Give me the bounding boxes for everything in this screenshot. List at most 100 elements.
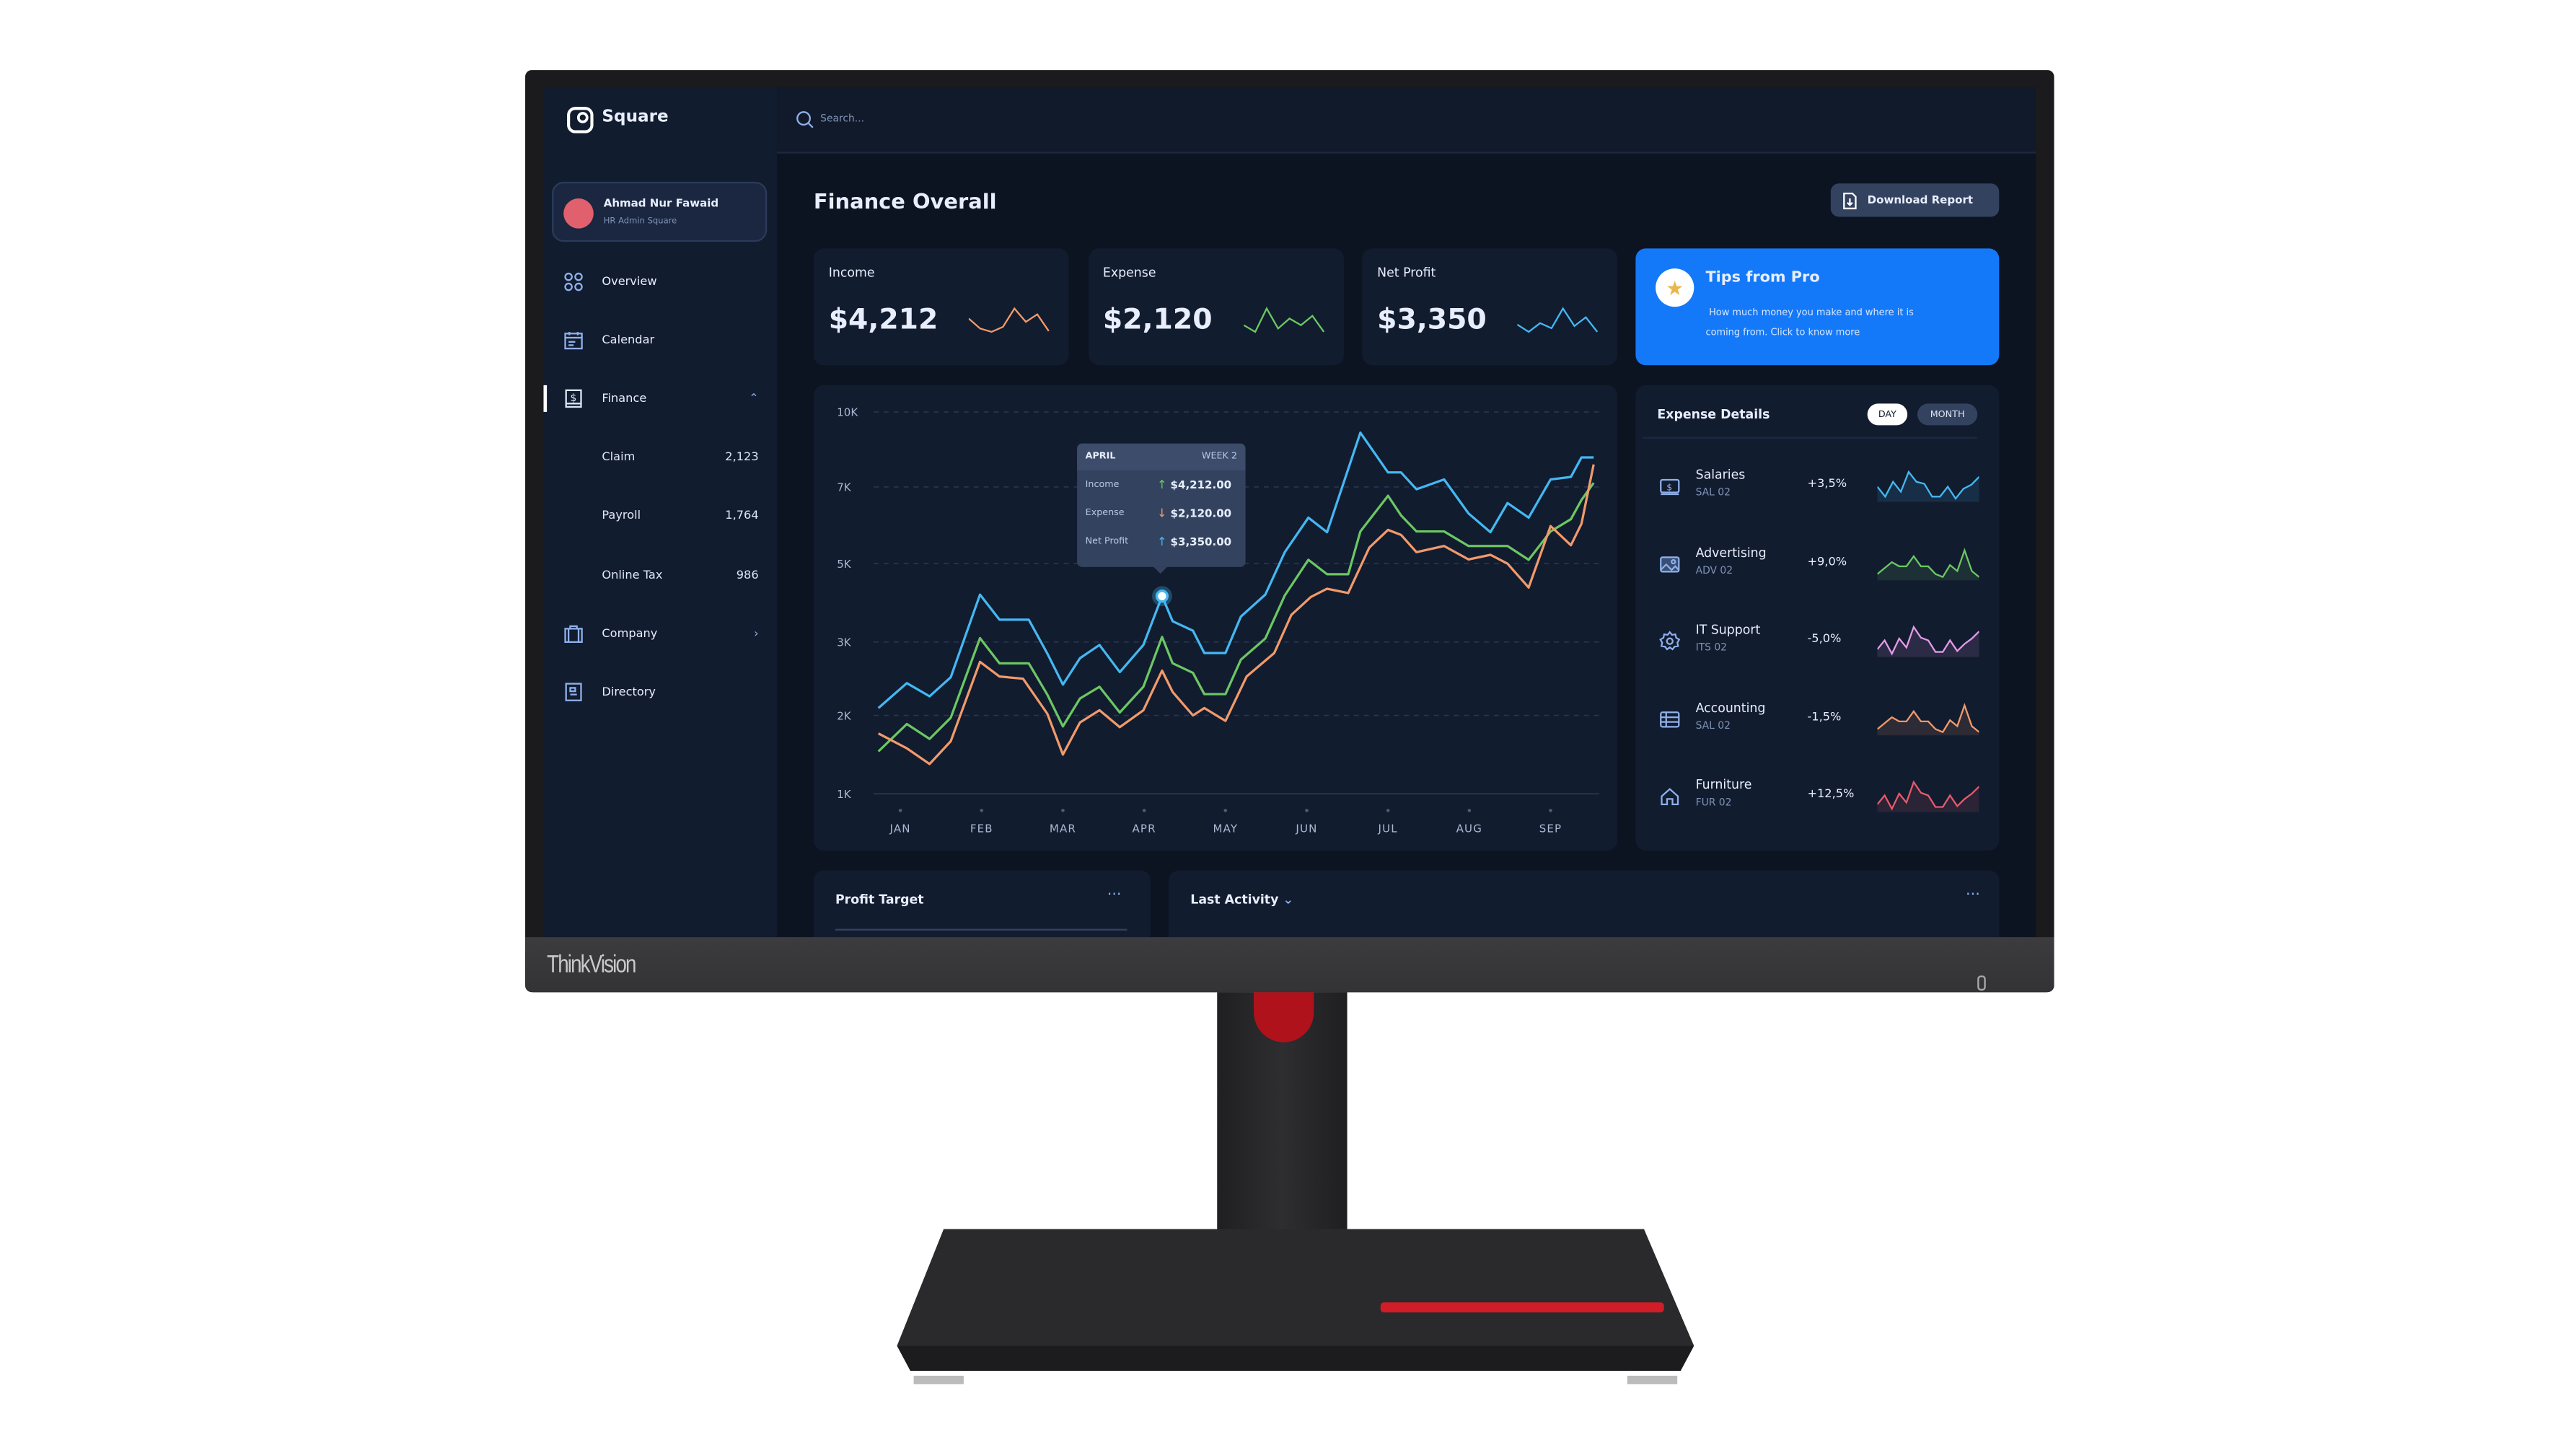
gear-icon xyxy=(1659,631,1681,651)
tooltip-row-value: $3,350.00 xyxy=(1170,534,1232,548)
last-activity-dropdown[interactable]: Last Activity ⌄ xyxy=(1190,892,1293,908)
chevron-down-icon: ⌄ xyxy=(1283,892,1294,908)
sidebar-item-company[interactable]: Company › xyxy=(563,622,759,645)
tips-text-line: How much money you make and where it is xyxy=(1709,308,1914,319)
x-tick-label: APR xyxy=(1133,822,1156,835)
expense-code: ITS 02 xyxy=(1695,641,1728,654)
expense-change: +9,0% xyxy=(1807,554,1847,568)
sidebar-item-calendar[interactable]: Calendar xyxy=(563,328,654,351)
sidebar-item-finance[interactable]: $ Finance ⌃ xyxy=(563,387,759,410)
x-tick-label: FEB xyxy=(970,822,993,835)
expense-sparkline xyxy=(1877,625,1979,657)
expense-name: IT Support xyxy=(1695,622,1761,637)
expense-item-furniture[interactable]: Furniture FUR 02 +12,5% xyxy=(1635,769,1999,826)
expense-item-accounting[interactable]: Accounting SAL 02 -1,5% xyxy=(1635,691,1999,748)
sparkline-line-area xyxy=(1877,704,1979,735)
highlight-point[interactable] xyxy=(1155,589,1169,603)
sidebar-item-label: Company xyxy=(602,627,658,641)
stat-label: Income xyxy=(828,265,875,281)
sidebar-subitem-claim[interactable]: Claim 2,123 xyxy=(602,450,758,463)
x-tick-label: MAY xyxy=(1213,822,1238,835)
x-tick-dot xyxy=(1549,808,1552,812)
sparkline-line xyxy=(1517,307,1599,333)
sparkline-line-area xyxy=(1877,472,1979,502)
x-tick-dot xyxy=(1467,808,1472,812)
power-button[interactable] xyxy=(1977,975,1986,991)
tips-text: How much money you make and where it is c… xyxy=(1705,304,1913,343)
expense-change: -5,0% xyxy=(1807,631,1842,646)
stat-sparkline xyxy=(968,307,1050,333)
sidebar-item-label: Directory xyxy=(602,685,656,699)
app-name: Square xyxy=(602,108,669,127)
x-tick-label: AUG xyxy=(1456,822,1482,835)
sidebar: Square Ahmad Nur Fawaid HR Admin Square … xyxy=(543,87,778,937)
sidebar-item-overview[interactable]: Overview xyxy=(563,270,657,293)
expense-item-it-support[interactable]: IT Support ITS 02 -5,0% xyxy=(1635,614,1999,671)
svg-text:$: $ xyxy=(570,392,576,404)
sparkline-line xyxy=(1877,547,1979,577)
tooltip-row-value: $4,212.00 xyxy=(1170,478,1232,491)
divider xyxy=(1642,437,1978,439)
expense-item-advertising[interactable]: Advertising ADV 02 +9,0% xyxy=(1635,536,1999,593)
grid-icon xyxy=(564,272,583,291)
tips-card[interactable]: ★ Tips from Pro How much money you make … xyxy=(1635,248,2000,366)
toggle-month[interactable]: MONTH xyxy=(1917,403,1978,426)
search-input[interactable] xyxy=(820,108,1321,131)
sidebar-subitem-payroll[interactable]: Payroll 1,764 xyxy=(602,509,758,522)
expense-change: +12,5% xyxy=(1807,786,1855,801)
stat-card-net-profit[interactable]: Net Profit $3,350 xyxy=(1362,248,1617,366)
sparkline-line xyxy=(1877,470,1979,501)
expense-sparkline xyxy=(1877,547,1979,580)
arrow-up-icon: ↑ xyxy=(1157,478,1167,491)
expense-item-salaries[interactable]: $ Salaries SAL 02 +3,5% xyxy=(1635,459,1999,516)
last-activity-title: Last Activity xyxy=(1190,892,1279,908)
more-options-icon[interactable]: ··· xyxy=(1966,887,1980,904)
x-tick-dot xyxy=(1061,808,1065,812)
monitor-stand-base xyxy=(897,1229,1694,1385)
subitem-label: Claim xyxy=(602,450,636,464)
arrow-up-icon: ↑ xyxy=(1157,534,1167,548)
more-options-icon[interactable]: ··· xyxy=(1107,887,1122,904)
expense-sparkline xyxy=(1877,780,1979,812)
x-tick-dot xyxy=(1223,808,1228,812)
subitem-count: 1,764 xyxy=(725,508,759,522)
series-line-net-profit[interactable] xyxy=(877,431,1594,709)
tooltip-row-label: Expense xyxy=(1085,507,1125,518)
calendar-icon xyxy=(564,331,583,350)
x-tick-label: SEP xyxy=(1539,822,1562,835)
chevron-right-icon[interactable]: › xyxy=(754,627,759,641)
stat-card-expense[interactable]: Expense $2,120 xyxy=(1088,248,1343,366)
download-report-button[interactable]: Download Report xyxy=(1830,183,2000,217)
sidebar-item-directory[interactable]: Directory xyxy=(563,680,656,703)
stat-value: $4,212 xyxy=(828,303,938,337)
sidebar-subitem-online-tax[interactable]: Online Tax 986 xyxy=(602,569,758,582)
sidebar-item-label: Finance xyxy=(602,392,647,405)
profit-target-title: Profit Target xyxy=(835,892,924,908)
expense-sparkline xyxy=(1877,470,1979,502)
tooltip-row-value: $2,120.00 xyxy=(1170,506,1232,519)
profile-card[interactable]: Ahmad Nur Fawaid HR Admin Square xyxy=(552,181,768,242)
toggle-day[interactable]: DAY xyxy=(1867,403,1908,426)
series-line-expense[interactable] xyxy=(877,464,1595,766)
x-tick-dot xyxy=(1386,808,1390,812)
sparkline-line-area xyxy=(1877,549,1979,580)
sparkline-line xyxy=(1243,307,1324,333)
stat-card-income[interactable]: Income $4,212 xyxy=(813,248,1069,366)
x-tick-dot xyxy=(1142,808,1146,812)
y-tick-label: 5K xyxy=(837,558,852,571)
download-report-label: Download Report xyxy=(1867,193,1974,207)
profit-target-card: Profit Target ··· xyxy=(813,870,1151,937)
chart-tooltip: APRIL WEEK 2 Income ↑ $4,212.00 Expense ↓ $2,1… xyxy=(1077,443,1246,574)
subitem-count: 986 xyxy=(736,569,759,582)
tooltip-row: Net Profit ↑ $3,350.00 xyxy=(1077,527,1245,555)
top-bar xyxy=(777,87,2036,154)
series-line-income[interactable] xyxy=(877,482,1595,753)
avatar xyxy=(563,198,594,229)
chevron-up-icon[interactable]: ⌃ xyxy=(749,392,759,405)
x-tick-label: MAR xyxy=(1050,822,1076,835)
square-logo-icon xyxy=(567,107,594,133)
sidebar-item-label: Overview xyxy=(602,275,657,289)
stat-label: Net Profit xyxy=(1377,265,1436,281)
finance-line-chart[interactable]: 10K 7K 5K 3K 2K 1K JAN FEB MAR APR MAY JUN JUL AUG SEP xyxy=(814,385,1617,851)
file-download-icon xyxy=(1843,191,1857,209)
